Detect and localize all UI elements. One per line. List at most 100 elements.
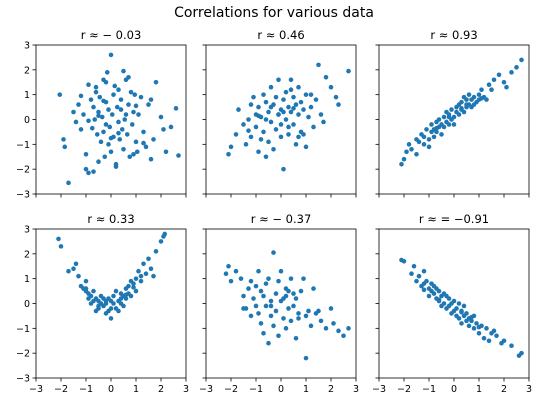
y-tick-label: −1	[16, 324, 30, 335]
data-point	[83, 286, 89, 291]
data-point	[446, 296, 452, 301]
data-point	[296, 112, 301, 117]
data-point	[273, 127, 279, 132]
data-point	[261, 129, 266, 135]
data-point	[486, 338, 492, 344]
data-point	[101, 98, 106, 104]
data-point	[114, 104, 120, 110]
data-point	[106, 142, 111, 147]
data-point	[228, 144, 234, 150]
data-point	[501, 79, 507, 85]
y-tick-label: 1	[24, 274, 30, 285]
x-tick-label: −1	[249, 384, 263, 395]
data-point	[441, 124, 447, 130]
data-point	[288, 77, 294, 83]
data-point	[476, 324, 482, 330]
data-point	[176, 153, 181, 158]
data-point	[141, 129, 146, 135]
data-point	[271, 323, 276, 329]
data-point	[464, 102, 469, 107]
data-point	[296, 316, 301, 321]
data-point	[426, 144, 432, 150]
data-point	[446, 114, 452, 120]
data-point	[441, 114, 447, 120]
data-point	[303, 92, 309, 97]
data-point	[509, 70, 514, 75]
data-point	[256, 113, 261, 119]
data-point	[459, 321, 464, 326]
data-point	[258, 137, 264, 142]
data-point	[258, 321, 264, 326]
data-point	[263, 303, 269, 309]
data-point	[263, 117, 269, 122]
data-point	[519, 57, 524, 63]
data-point	[491, 77, 497, 83]
data-point	[276, 77, 281, 83]
data-point	[83, 151, 89, 157]
data-point	[73, 261, 79, 267]
data-point	[466, 323, 472, 329]
data-point	[446, 122, 452, 127]
data-point	[248, 102, 254, 107]
data-point	[484, 97, 489, 102]
data-point	[454, 306, 459, 311]
data-point	[128, 293, 134, 299]
data-point	[268, 104, 274, 110]
data-point	[113, 161, 119, 167]
data-point	[126, 74, 131, 80]
data-point	[311, 124, 316, 130]
data-point	[286, 104, 291, 110]
data-point	[291, 291, 296, 296]
data-point	[421, 268, 427, 274]
data-point	[256, 149, 261, 155]
data-point	[416, 273, 422, 279]
data-point	[88, 97, 94, 102]
data-point	[133, 139, 139, 145]
data-point	[278, 134, 284, 140]
data-point	[476, 92, 482, 97]
data-point	[273, 308, 279, 314]
data-point	[476, 331, 482, 336]
plot-frame	[205, 44, 357, 195]
data-point	[431, 291, 437, 296]
data-point	[451, 298, 457, 304]
panel-title: r ≈ 0.46	[257, 28, 304, 42]
data-point	[228, 278, 234, 284]
data-point	[121, 147, 126, 152]
data-point	[106, 107, 111, 112]
data-point	[286, 306, 291, 311]
data-point	[162, 231, 168, 237]
data-point	[98, 139, 104, 145]
data-point	[62, 144, 68, 150]
data-point	[89, 125, 95, 131]
data-point	[109, 112, 115, 117]
data-point	[243, 142, 249, 147]
data-point	[251, 296, 256, 301]
data-point	[104, 70, 110, 75]
data-point	[134, 149, 140, 155]
data-point	[466, 92, 472, 97]
data-point	[102, 154, 108, 160]
x-tick-label: 0	[278, 384, 284, 395]
x-tick-label: −3	[199, 384, 213, 395]
data-point	[411, 263, 417, 269]
panel-title: r ≈ 0.93	[430, 28, 477, 42]
data-point	[261, 293, 266, 299]
panel-title: r ≈ − 0.37	[251, 212, 312, 226]
plot-frame	[35, 228, 187, 379]
data-point	[258, 288, 264, 294]
data-point	[308, 104, 314, 110]
data-point	[283, 117, 289, 122]
data-point	[479, 96, 484, 101]
data-point	[276, 333, 281, 339]
data-point	[308, 323, 314, 329]
data-point	[399, 161, 404, 167]
data-point	[486, 82, 492, 88]
data-point	[253, 303, 259, 309]
data-point	[336, 328, 341, 334]
data-point	[464, 97, 469, 102]
data-point	[316, 308, 321, 314]
data-point	[323, 74, 329, 80]
data-point	[118, 107, 124, 112]
data-point	[246, 128, 251, 133]
